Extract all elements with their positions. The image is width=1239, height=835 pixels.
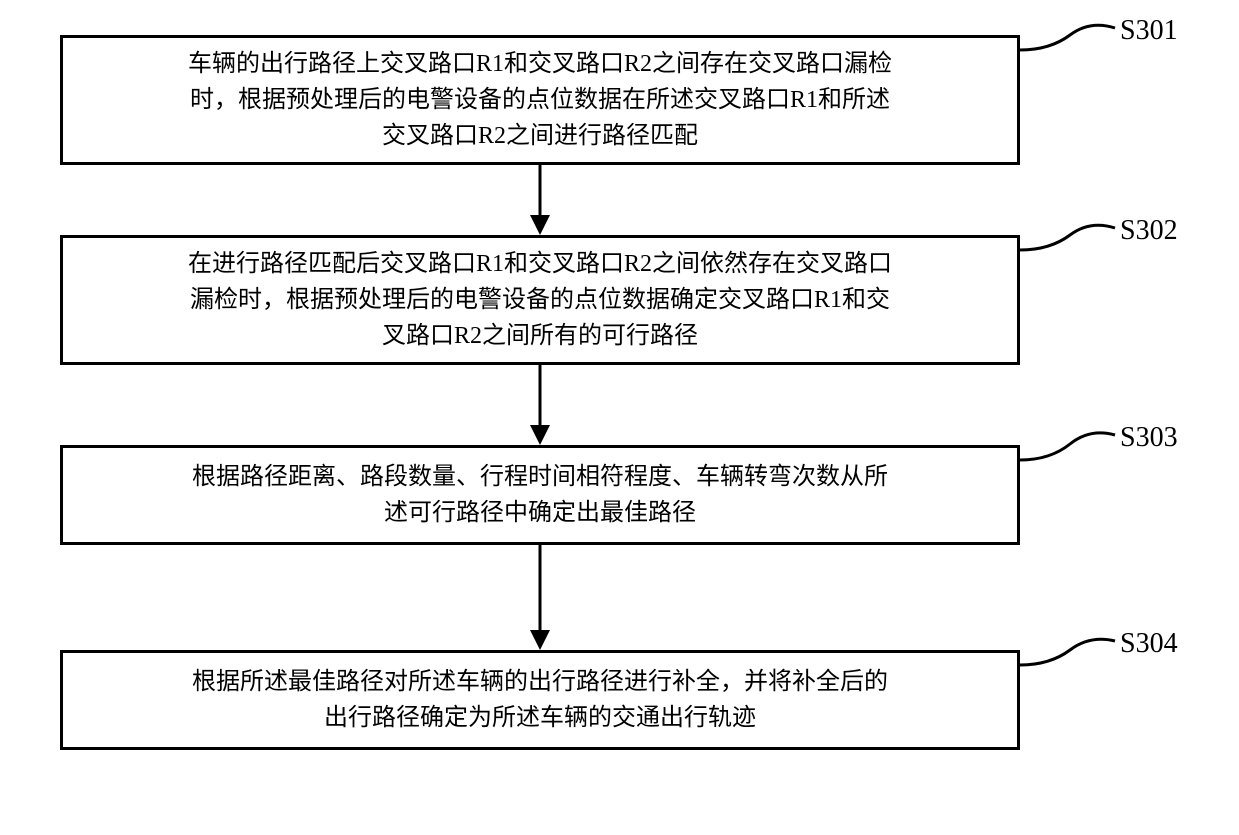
step-4-label: S304	[1120, 628, 1178, 660]
step-2-label: S302	[1120, 215, 1178, 247]
arrow-3	[520, 545, 560, 650]
arrow-2	[520, 365, 560, 445]
label-connector-3	[1020, 422, 1120, 472]
flow-step-3: 根据路径距离、路段数量、行程时间相符程度、车辆转弯次数从所 述可行路径中确定出最…	[60, 445, 1020, 545]
arrow-1	[520, 165, 560, 235]
step-1-label: S301	[1120, 15, 1178, 47]
label-connector-2	[1020, 215, 1120, 265]
label-connector-4	[1020, 628, 1120, 678]
flow-step-4: 根据所述最佳路径对所述车辆的出行路径进行补全，并将补全后的 出行路径确定为所述车…	[60, 650, 1020, 750]
step-1-text: 车辆的出行路径上交叉路口R1和交叉路口R2之间存在交叉路口漏检 时，根据预处理后…	[188, 46, 892, 154]
step-2-text: 在进行路径匹配后交叉路口R1和交叉路口R2之间依然存在交叉路口 漏检时，根据预处…	[188, 246, 892, 354]
step-3-text: 根据路径距离、路段数量、行程时间相符程度、车辆转弯次数从所 述可行路径中确定出最…	[192, 459, 888, 531]
flowchart-container: 车辆的出行路径上交叉路口R1和交叉路口R2之间存在交叉路口漏检 时，根据预处理后…	[0, 0, 1239, 835]
label-connector-1	[1020, 15, 1120, 65]
step-3-label: S303	[1120, 422, 1178, 454]
flow-step-2: 在进行路径匹配后交叉路口R1和交叉路口R2之间依然存在交叉路口 漏检时，根据预处…	[60, 235, 1020, 365]
step-4-text: 根据所述最佳路径对所述车辆的出行路径进行补全，并将补全后的 出行路径确定为所述车…	[192, 664, 888, 736]
flow-step-1: 车辆的出行路径上交叉路口R1和交叉路口R2之间存在交叉路口漏检 时，根据预处理后…	[60, 35, 1020, 165]
